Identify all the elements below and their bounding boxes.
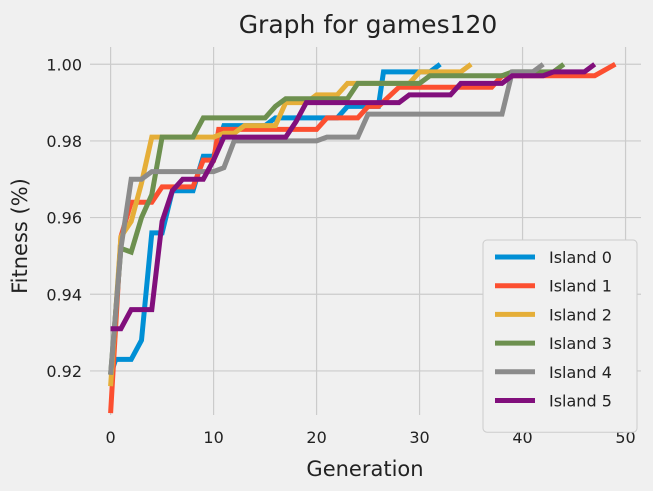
- x-tick-label: 50: [615, 428, 635, 447]
- series-line-island-4: [108, 62, 545, 375]
- y-tick-label: 0.98: [46, 132, 82, 151]
- legend: Island 0 Island 1 Island 2 Island 3 Island 4…: [482, 239, 638, 433]
- legend-label: Island 3: [549, 334, 612, 353]
- chart-title: Graph for games120: [239, 10, 498, 39]
- x-axis-label: Generation: [306, 457, 423, 481]
- series-line-island-5: [110, 62, 597, 332]
- ticks: 0 10 20 30 40 50 0.92 0.94 0.96 0.98 1.00: [46, 55, 635, 447]
- x-tick-label: 10: [203, 428, 223, 447]
- y-tick-label: 0.92: [46, 362, 82, 381]
- x-tick-label: 20: [306, 428, 326, 447]
- series-line-island-0: [108, 62, 442, 376]
- series-line-island-3: [108, 62, 566, 375]
- legend-label: Island 4: [549, 363, 612, 382]
- y-axis-label: Fitness (%): [8, 178, 32, 294]
- y-tick-label: 0.96: [46, 209, 82, 228]
- y-tick-label: 1.00: [46, 55, 82, 74]
- x-tick-label: 40: [512, 428, 532, 447]
- legend-label: Island 0: [549, 248, 612, 267]
- series-layer: [108, 62, 617, 414]
- y-tick-label: 0.94: [46, 285, 82, 304]
- x-tick-label: 30: [409, 428, 429, 447]
- series-line-island-1: [108, 62, 617, 414]
- legend-label: Island 2: [549, 305, 612, 324]
- legend-label: Island 1: [549, 277, 612, 296]
- x-tick-label: 0: [106, 428, 116, 447]
- legend-label: Island 5: [549, 392, 612, 411]
- grid: [90, 47, 641, 415]
